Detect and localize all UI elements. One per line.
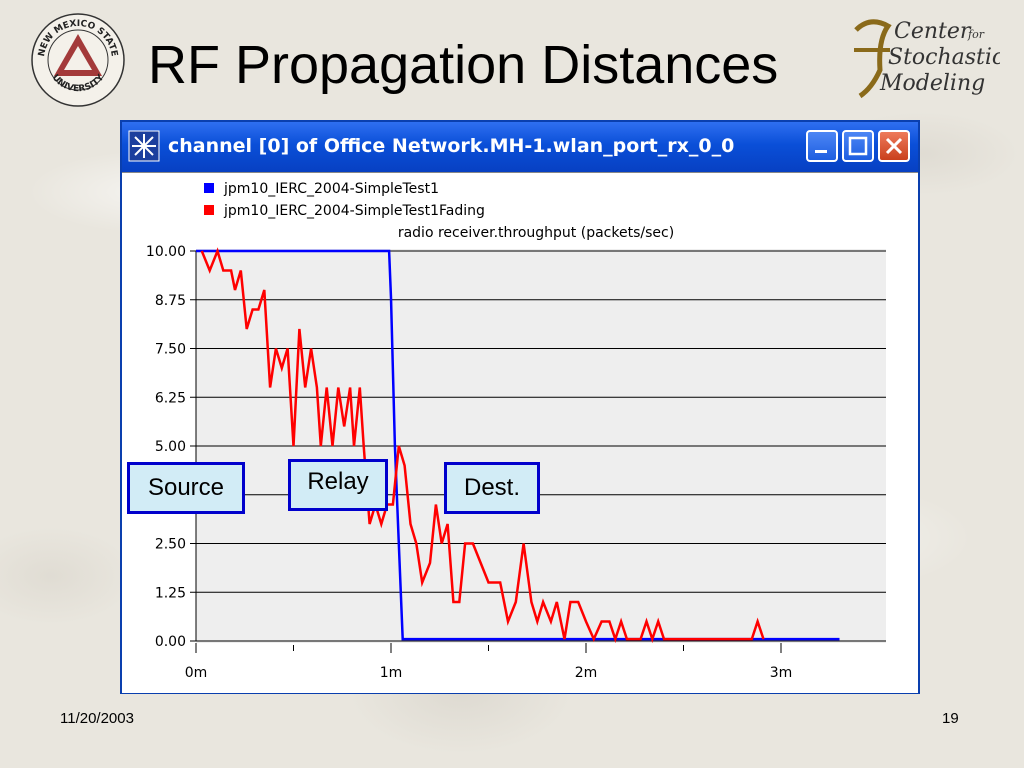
x-tick-label: 1m: [380, 665, 403, 681]
y-tick-label: 8.75: [155, 293, 186, 309]
app-star-icon[interactable]: [128, 130, 160, 162]
series-layer: [196, 247, 840, 644]
series-line-2: [200, 247, 765, 644]
legend-label-series1: jpm10_IERC_2004-SimpleTest1: [223, 181, 439, 197]
x-tick-label: 0m: [185, 665, 208, 681]
slide-title: RF Propagation Distances: [148, 35, 779, 95]
footer-page-number: 19: [942, 710, 959, 727]
minimize-button[interactable]: [806, 130, 838, 162]
minimize-icon: [815, 150, 827, 153]
chart-area: jpm10_IERC_2004-SimpleTest1 jpm10_IERC_2…: [122, 172, 918, 693]
close-button[interactable]: [878, 130, 910, 162]
legend-label-series2: jpm10_IERC_2004-SimpleTest1Fading: [223, 203, 485, 219]
tick-layer: 10.008.757.506.255.003.752.501.250.000m1…: [146, 244, 792, 681]
legend-swatch-series1: [204, 183, 214, 193]
y-tick-label: 5.00: [155, 439, 186, 455]
y-tick-label: 0.00: [155, 634, 186, 650]
chart-title: radio receiver.throughput (packets/sec): [398, 225, 674, 241]
x-tick-label: 2m: [575, 665, 598, 681]
maximize-button[interactable]: [842, 130, 874, 162]
window-titlebar[interactable]: channel [0] of Office Network.MH-1.wlan_…: [122, 122, 918, 172]
nmsu-seal-logo: NEW MEXICO STATE UNIVERSITY: [31, 13, 125, 107]
relay-label-box: Relay: [288, 459, 388, 511]
close-icon: [885, 137, 903, 155]
x-tick-label: 3m: [770, 665, 793, 681]
legend-swatch-series2: [204, 205, 214, 215]
csm-logo: Center for Stochastic Modeling: [854, 19, 1000, 99]
csm-stochastic-text: Stochastic: [888, 45, 1000, 70]
maximize-icon: [848, 136, 868, 156]
csm-center-text: Center: [894, 19, 972, 44]
window-title: channel [0] of Office Network.MH-1.wlan_…: [168, 135, 735, 157]
y-tick-label: 7.50: [155, 342, 186, 358]
grid-layer: [195, 249, 886, 643]
throughput-chart: jpm10_IERC_2004-SimpleTest1 jpm10_IERC_2…: [146, 181, 886, 681]
csm-modeling-text: Modeling: [879, 71, 985, 96]
footer-date: 11/20/2003: [60, 710, 134, 727]
y-tick-label: 1.25: [155, 585, 186, 601]
csm-for-text: for: [967, 28, 985, 41]
y-tick-label: 6.25: [155, 390, 186, 406]
chart-window: channel [0] of Office Network.MH-1.wlan_…: [120, 120, 920, 694]
y-tick-label: 2.50: [155, 537, 186, 553]
series-line-1: [196, 249, 840, 641]
y-tick-label: 10.00: [146, 244, 186, 260]
source-label-box: Source: [127, 462, 245, 514]
dest-label-box: Dest.: [444, 462, 540, 514]
